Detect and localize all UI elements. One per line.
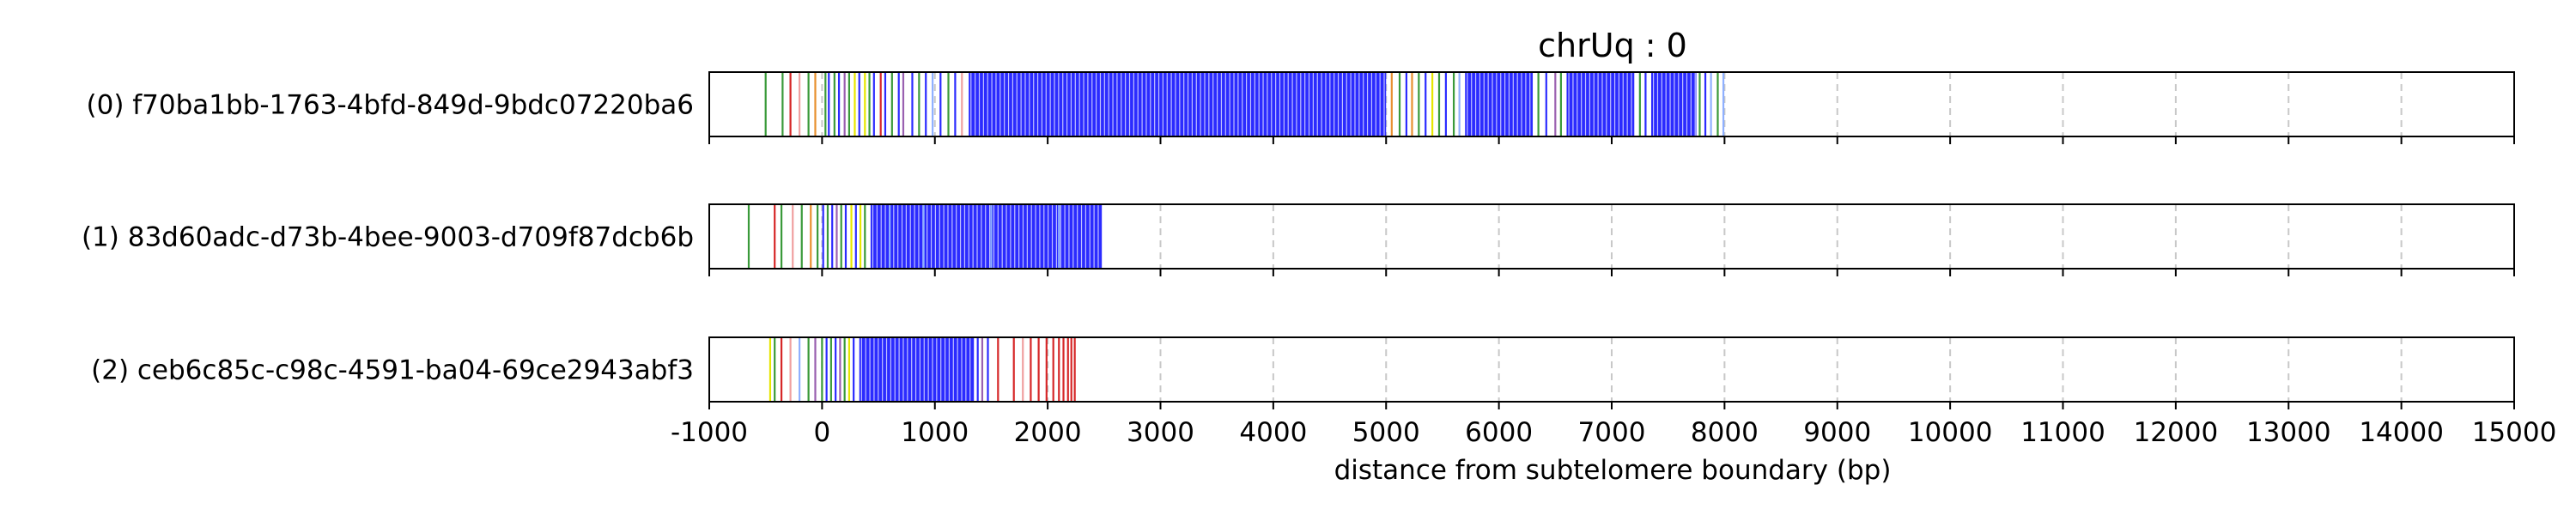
x-tick-label: 12000 bbox=[2134, 417, 2219, 448]
x-tick-label: 1000 bbox=[901, 417, 969, 448]
x-tick-label: 13000 bbox=[2246, 417, 2331, 448]
x-tick-label: 5000 bbox=[1352, 417, 1420, 448]
chart-title: chrUq : 0 bbox=[1538, 27, 1687, 64]
read-block bbox=[969, 72, 1387, 136]
track-label-1: (1) 83d60adc-d73b-4bee-9003-d709f87dcb6b bbox=[82, 222, 694, 253]
read-track-0: (0) f70ba1bb-1763-4bfd-849d-9bdc07220ba6 bbox=[87, 71, 2515, 144]
x-tick-label: 10000 bbox=[1908, 417, 1993, 448]
x-axis-ticks: -1000 0 1000 2000 3000 4000 5000 6000 7000 8000 90… bbox=[671, 417, 2556, 448]
x-tick-label: 3000 bbox=[1127, 417, 1194, 448]
x-tick-label: 8000 bbox=[1691, 417, 1759, 448]
x-tick-label: 2000 bbox=[1014, 417, 1082, 448]
x-tick-label: 6000 bbox=[1465, 417, 1533, 448]
x-tick-label: -1000 bbox=[671, 417, 748, 448]
track-label-0: (0) f70ba1bb-1763-4bfd-849d-9bdc07220ba6 bbox=[87, 90, 695, 121]
read-track-2: (2) ceb6c85c-c98c-4591-ba04-69ce2943abf3 bbox=[91, 336, 2515, 409]
read-block bbox=[1650, 72, 1697, 136]
x-axis-label: distance from subtelomere boundary (bp) bbox=[1334, 455, 1892, 486]
x-tick-label: 14000 bbox=[2359, 417, 2444, 448]
x-tick-label: 0 bbox=[814, 417, 831, 448]
read-block bbox=[870, 204, 1103, 269]
x-tick-label: 15000 bbox=[2472, 417, 2557, 448]
x-tick-label: 11000 bbox=[2020, 417, 2105, 448]
read-track-1: (1) 83d60adc-d73b-4bee-9003-d709f87dcb6b bbox=[82, 203, 2515, 276]
x-tick-label: 7000 bbox=[1578, 417, 1646, 448]
x-tick-label: 9000 bbox=[1803, 417, 1871, 448]
x-tick-label: 4000 bbox=[1239, 417, 1307, 448]
track-label-2: (2) ceb6c85c-c98c-4591-ba04-69ce2943abf3 bbox=[91, 355, 694, 386]
tracks: (0) f70ba1bb-1763-4bfd-849d-9bdc07220ba6… bbox=[82, 71, 2515, 409]
